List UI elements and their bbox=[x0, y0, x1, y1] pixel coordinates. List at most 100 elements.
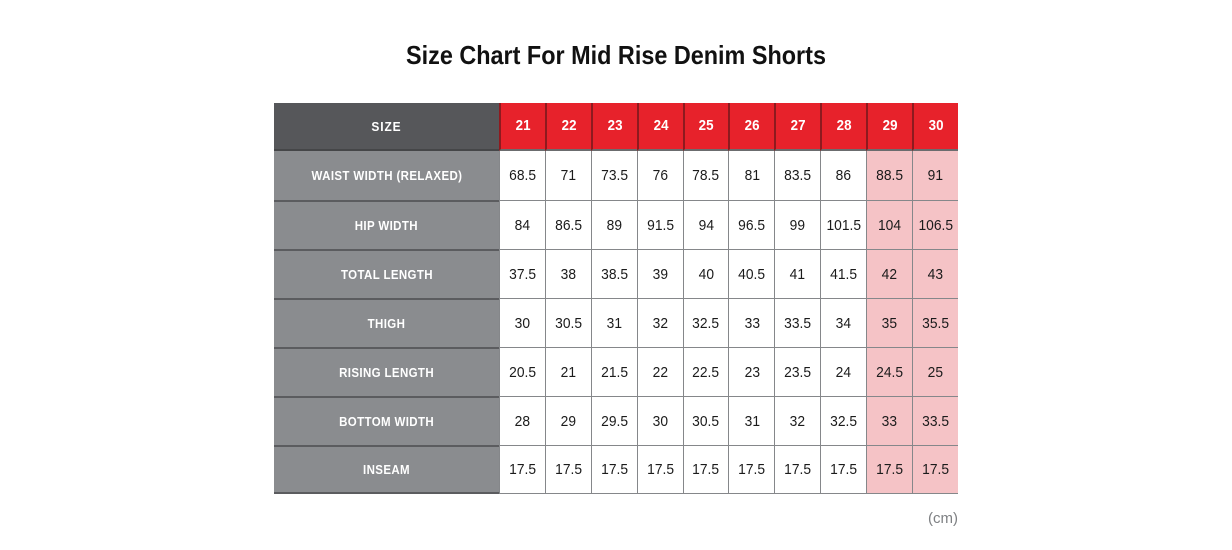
cell-text: 33 bbox=[744, 314, 760, 332]
size-value-cell: 41.5 bbox=[820, 249, 867, 298]
cell-text: 41.5 bbox=[830, 265, 858, 283]
cell-text: 81 bbox=[744, 167, 760, 184]
cell-text: 24 bbox=[835, 363, 852, 381]
size-value-cell: 86.5 bbox=[544, 200, 591, 249]
row-label: RISING LENGTH bbox=[274, 347, 499, 396]
cell-text: 22.5 bbox=[692, 363, 720, 381]
size-header-cell: 28 bbox=[820, 103, 867, 151]
row-label: WAIST WIDTH (RELAXED) bbox=[274, 151, 499, 200]
size-value-cell: 32 bbox=[774, 396, 821, 445]
unit-label: (cm) bbox=[928, 510, 958, 527]
cell-text: 37.5 bbox=[509, 265, 536, 283]
size-value-cell: 23 bbox=[728, 347, 775, 396]
cell-text: 25 bbox=[699, 118, 714, 134]
cell-text: 32.5 bbox=[830, 412, 858, 430]
cell-text: 30 bbox=[928, 118, 944, 134]
cell-text: 30 bbox=[514, 314, 531, 332]
size-value-cell: 30 bbox=[636, 396, 683, 445]
size-value-cell: 25 bbox=[912, 347, 958, 396]
cell-text: 17.5 bbox=[784, 461, 812, 478]
cell-text: 78.5 bbox=[692, 167, 720, 184]
cell-text: 86 bbox=[835, 167, 852, 184]
size-value-cell: 22 bbox=[636, 347, 683, 396]
cell-text: 40 bbox=[698, 265, 714, 283]
size-chart-table: SIZE 21 22 23 24 25 26 27 28 29 30 WAIST WIDTH (RE… bbox=[274, 103, 958, 494]
size-value-cell: 17.5 bbox=[499, 445, 545, 494]
row-label: BOTTOM WIDTH bbox=[274, 396, 499, 445]
size-value-cell: 28 bbox=[499, 396, 545, 445]
size-value-cell: 23.5 bbox=[774, 347, 821, 396]
size-header-row: SIZE 21 22 23 24 25 26 27 28 29 30 bbox=[274, 103, 958, 151]
size-value-cell: 40 bbox=[682, 249, 729, 298]
size-value-cell: 42 bbox=[866, 249, 913, 298]
size-value-cell: 76 bbox=[636, 151, 683, 200]
size-value-cell: 33 bbox=[866, 396, 913, 445]
cell-text: 26 bbox=[744, 118, 760, 134]
size-value-cell: 68.5 bbox=[499, 151, 545, 200]
size-value-cell: 78.5 bbox=[682, 151, 729, 200]
size-value-cell: 24 bbox=[820, 347, 867, 396]
cell-text: 21 bbox=[560, 363, 577, 381]
cell-text: 32.5 bbox=[692, 314, 720, 332]
cell-text: 17.5 bbox=[509, 461, 536, 478]
cell-text: 94 bbox=[698, 216, 714, 234]
size-value-cell: 41 bbox=[774, 249, 821, 298]
size-value-cell: 84 bbox=[499, 200, 545, 249]
cell-text: 41 bbox=[790, 265, 806, 283]
size-value-cell: 17.5 bbox=[636, 445, 683, 494]
size-header-cell: 24 bbox=[636, 103, 683, 151]
cell-text: 24 bbox=[653, 118, 669, 134]
size-value-cell: 86 bbox=[820, 151, 867, 200]
cell-text: 29 bbox=[560, 412, 577, 430]
table-row: INSEAM 17.5 17.5 17.5 17.5 17.5 17.5 17.5 17.5 17… bbox=[274, 445, 958, 494]
size-value-cell: 83.5 bbox=[774, 151, 821, 200]
size-value-cell: 106.5 bbox=[912, 200, 958, 249]
cell-text: 17.5 bbox=[922, 461, 949, 478]
size-value-cell: 22.5 bbox=[682, 347, 729, 396]
cell-text: 68.5 bbox=[509, 167, 536, 184]
table-header: SIZE 21 22 23 24 25 26 27 28 29 30 bbox=[274, 103, 958, 151]
cell-text: 104 bbox=[878, 216, 902, 234]
cell-text: 42 bbox=[881, 265, 898, 283]
cell-text: 91.5 bbox=[646, 216, 674, 234]
table-body: WAIST WIDTH (RELAXED) 68.5 71 73.5 76 78.5 81 8… bbox=[274, 151, 958, 494]
cell-text: 31 bbox=[606, 314, 622, 332]
cell-text: 24.5 bbox=[876, 363, 904, 381]
size-header-cell: 29 bbox=[866, 103, 913, 151]
size-value-cell: 99 bbox=[774, 200, 821, 249]
cell-text: TOTAL LENGTH bbox=[340, 267, 433, 282]
size-value-cell: 89 bbox=[590, 200, 637, 249]
size-value-cell: 29 bbox=[544, 396, 591, 445]
cell-text: 38.5 bbox=[600, 265, 628, 283]
cell-text: 17.5 bbox=[692, 461, 720, 478]
size-value-cell: 20.5 bbox=[499, 347, 545, 396]
size-header-cell: 27 bbox=[774, 103, 821, 151]
table-row: WAIST WIDTH (RELAXED) 68.5 71 73.5 76 78.5 81 8… bbox=[274, 151, 958, 200]
size-header-cell: 23 bbox=[590, 103, 637, 151]
cell-text: 22 bbox=[652, 363, 668, 381]
cell-text: 23.5 bbox=[784, 363, 812, 381]
size-value-cell: 17.5 bbox=[728, 445, 775, 494]
size-value-cell: 91.5 bbox=[636, 200, 683, 249]
size-value-cell: 71 bbox=[544, 151, 591, 200]
cell-text: WAIST WIDTH (RELAXED) bbox=[311, 168, 462, 183]
size-value-cell: 96.5 bbox=[728, 200, 775, 249]
table-row: THIGH 30 30.5 31 32 32.5 33 33.5 34 35 35.5 bbox=[274, 298, 958, 347]
cell-text: 76 bbox=[652, 167, 668, 184]
cell-text: 28 bbox=[836, 118, 852, 134]
cell-text: 38 bbox=[560, 265, 577, 283]
cell-text: SIZE bbox=[371, 118, 402, 134]
size-value-cell: 35 bbox=[866, 298, 913, 347]
size-value-cell: 30.5 bbox=[544, 298, 591, 347]
cell-text: 88.5 bbox=[876, 167, 904, 184]
size-value-cell: 17.5 bbox=[590, 445, 637, 494]
cell-text: 29.5 bbox=[600, 412, 628, 430]
cell-text: THIGH bbox=[367, 316, 406, 331]
cell-text: 34 bbox=[835, 314, 852, 332]
cell-text: 29 bbox=[882, 118, 898, 134]
cell-text: 33.5 bbox=[784, 314, 812, 332]
size-header-cell: 26 bbox=[728, 103, 775, 151]
cell-text: 96.5 bbox=[738, 216, 766, 234]
table-row: BOTTOM WIDTH 28 29 29.5 30 30.5 31 32 32.5 33 33.5 bbox=[274, 396, 958, 445]
